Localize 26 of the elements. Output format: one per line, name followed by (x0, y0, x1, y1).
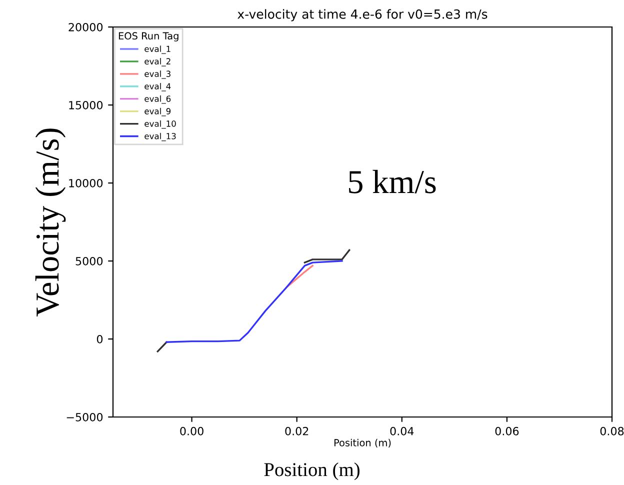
x-axis-title: Position (m) (334, 438, 391, 448)
legend-label: eval_10 (144, 120, 176, 129)
legend-label: eval_6 (144, 95, 171, 104)
annotation: 5 km/s (349, 170, 436, 194)
x-tick-label: 0.00 (180, 426, 204, 436)
x-tick-label: 0.04 (390, 426, 414, 436)
legend-label: eval_3 (144, 70, 170, 79)
y-tick-label: 0 (96, 334, 103, 344)
x-tick-label: 0.02 (285, 426, 308, 436)
y-tick-label: 10000 (69, 178, 103, 188)
y-tick-label: 15000 (69, 100, 103, 110)
y-tick-label: 20000 (68, 22, 103, 32)
text: Position (m) (264, 462, 360, 480)
chart-title: x-velocity at time 4.e-6 for v0=5.e3 m/s (238, 9, 488, 22)
legend-label: eval_2 (144, 58, 170, 66)
y-axis-title: Velocity (m/s) (35, 128, 66, 317)
y-tick-label: 5000 (76, 256, 103, 266)
x-tick-label: 0.08 (600, 426, 624, 436)
legend-title: EOS Run Tag (118, 32, 178, 42)
legend-label: eval_4 (144, 82, 171, 92)
line-series (166, 260, 343, 343)
legend-label: eval_13 (144, 132, 176, 142)
y-tick-label: −5000 (66, 412, 103, 422)
x-tick-label: 0.06 (495, 426, 519, 436)
legend-label: eval_1 (144, 46, 170, 54)
legend-label: eval_9 (144, 108, 171, 116)
